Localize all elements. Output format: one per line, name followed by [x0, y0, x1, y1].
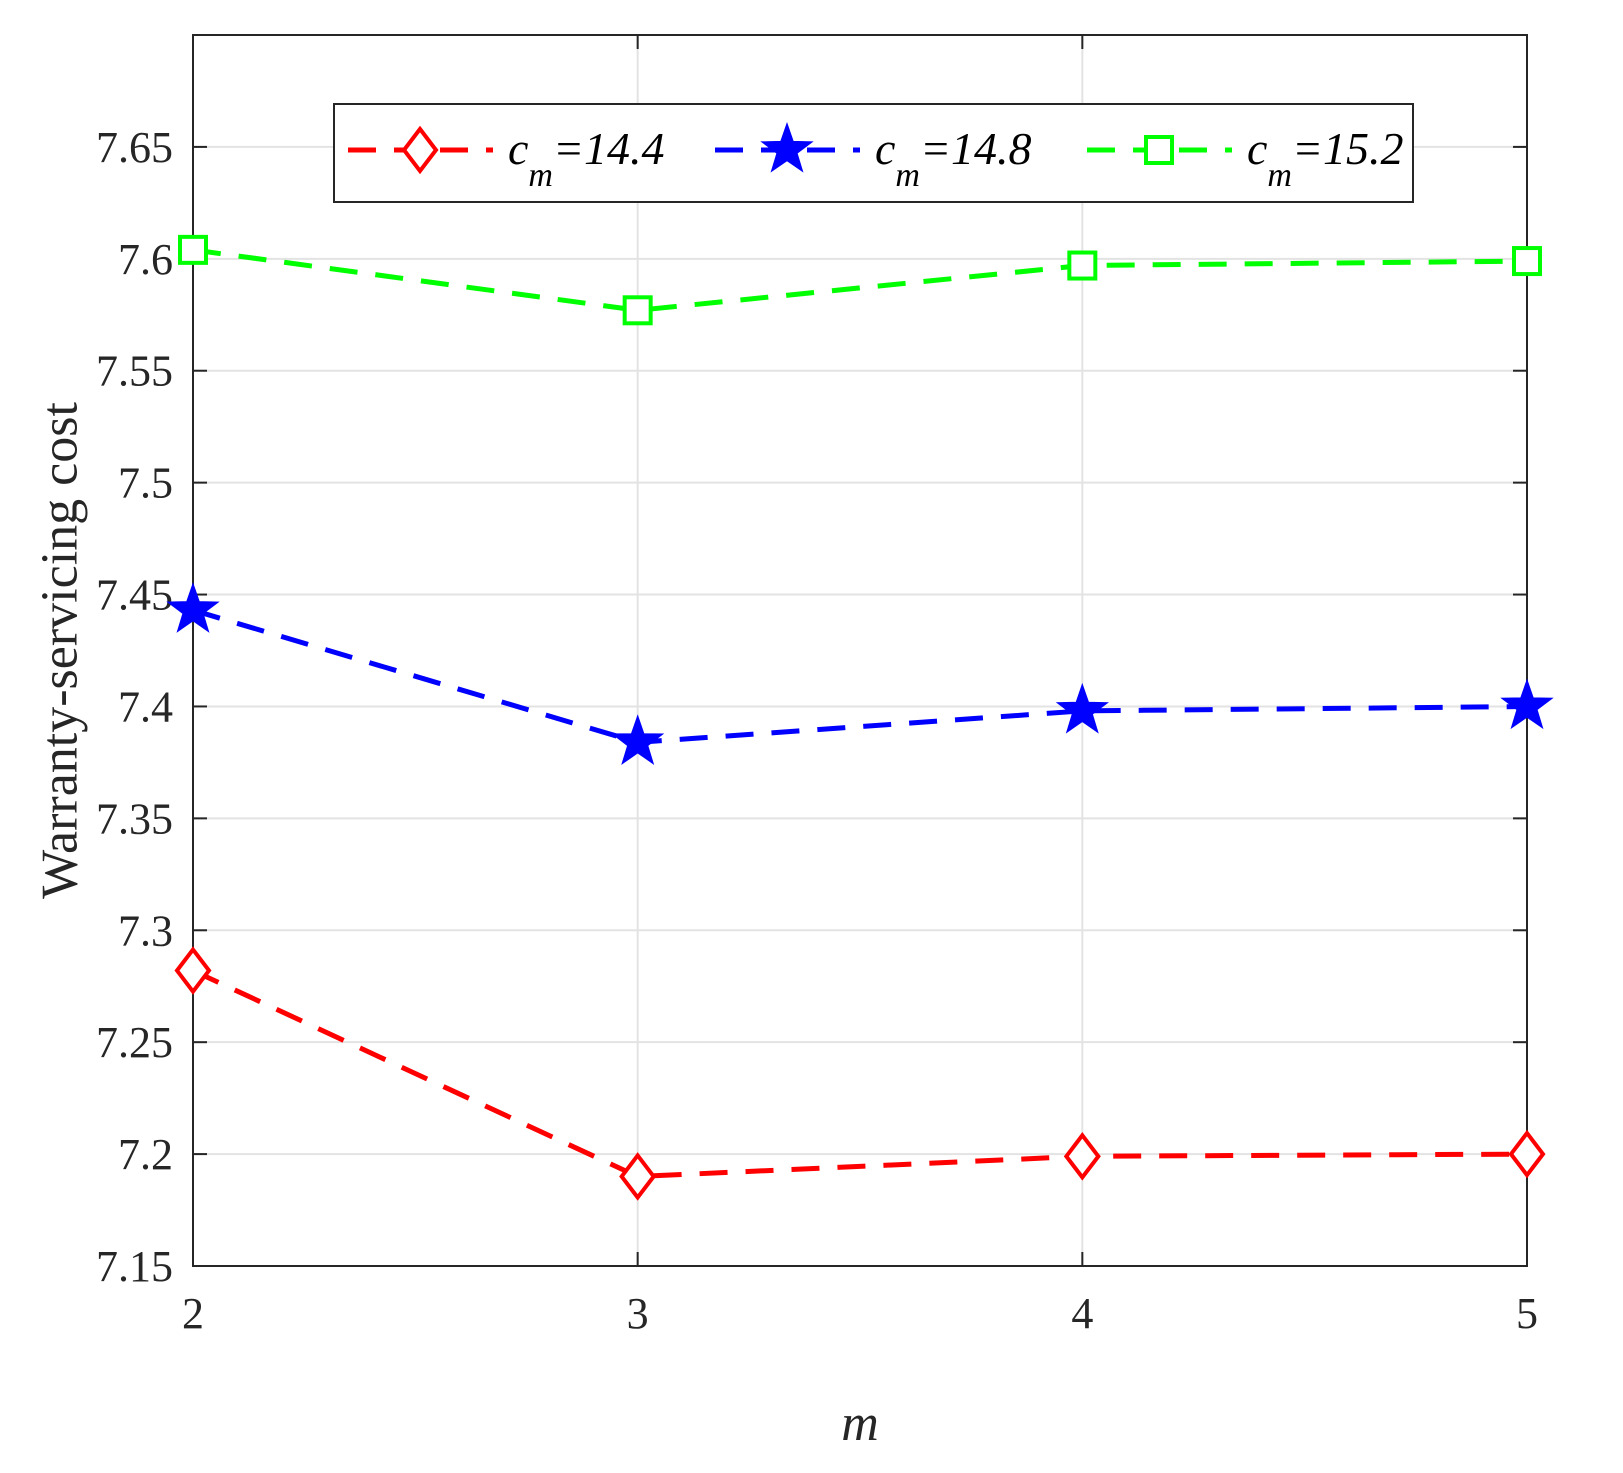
legend-entry-2: cm=14.8 — [715, 121, 1032, 194]
plot-area — [192, 34, 1528, 1267]
legend-label: cm=14.4 — [508, 123, 665, 194]
series-line — [192, 607, 1528, 745]
y-tick-label: 7.6 — [118, 235, 173, 284]
x-tick-label: 2 — [182, 1289, 204, 1338]
y-tick-label: 7.2 — [118, 1130, 173, 1179]
data-point-star — [166, 582, 220, 633]
data-point-square — [1144, 135, 1174, 165]
legend-label: cm=15.2 — [1247, 123, 1404, 194]
legend-entry-1: cm=14.4 — [348, 123, 665, 194]
legend-box — [333, 103, 1414, 203]
series-3 — [178, 234, 1542, 326]
y-tick-label: 7.3 — [118, 906, 173, 955]
y-tick-label: 7.55 — [96, 347, 173, 396]
x-tick-label: 3 — [627, 1289, 649, 1338]
data-point-diamond — [1508, 1129, 1546, 1179]
y-tick-label: 7.5 — [118, 459, 173, 508]
data-point-square — [622, 295, 653, 326]
data-point-star — [611, 714, 665, 765]
axis-ticks: 2 3 4 5 7.15 7.2 7.25 7.3 7.35 7.4 7.45 7.5 7.55 7.6 7… — [96, 35, 1538, 1338]
data-point-diamond — [1063, 1132, 1101, 1181]
y-tick-label: 7.45 — [96, 571, 173, 620]
series-line — [191, 968, 1528, 1180]
y-tick-label: 7.35 — [96, 794, 173, 843]
data-point-star — [1500, 678, 1554, 730]
data-point-square — [1067, 250, 1098, 281]
data-point-diamond — [401, 125, 439, 175]
legend: cm=14.4 cm=14.8 cm=15.2 — [333, 103, 1414, 203]
legend-label: cm=14.8 — [875, 123, 1032, 194]
data-point-diamond — [174, 946, 212, 995]
data-point-star — [1055, 682, 1109, 734]
legend-entry-3: cm=15.2 — [1087, 123, 1404, 194]
y-tick-label: 7.65 — [96, 123, 173, 172]
x-tick-label: 4 — [1071, 1289, 1093, 1338]
y-tick-label: 7.4 — [118, 682, 173, 731]
series-1 — [174, 946, 1546, 1201]
data-point-diamond — [619, 1152, 657, 1201]
y-tick-label: 7.25 — [96, 1018, 173, 1067]
data-point-square — [178, 234, 208, 265]
data-point-star — [760, 121, 814, 173]
y-axis-title: Warranty-servicing cost — [32, 402, 89, 899]
x-axis-title: m — [841, 1395, 879, 1452]
series-2 — [166, 582, 1554, 765]
y-tick-label: 7.15 — [96, 1242, 173, 1291]
x-tick-label: 5 — [1516, 1289, 1538, 1338]
series-layer — [166, 234, 1554, 1201]
series-line — [192, 247, 1528, 313]
data-point-square — [1512, 246, 1542, 277]
